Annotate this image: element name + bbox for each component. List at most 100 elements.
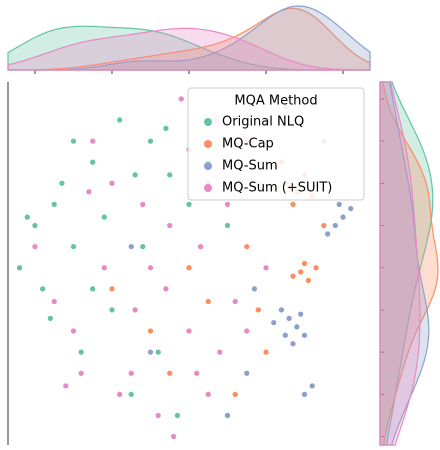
- point: [243, 369, 251, 377]
- point: [23, 213, 31, 221]
- point: [204, 298, 212, 305]
- point: [297, 310, 305, 318]
- point: [243, 243, 251, 250]
- point: [16, 264, 23, 272]
- point: [147, 327, 154, 335]
- point: [70, 243, 77, 250]
- top-kde: [8, 5, 371, 71]
- legend-marker: [204, 118, 212, 126]
- point: [243, 327, 251, 335]
- point: [47, 315, 54, 322]
- point: [320, 222, 328, 229]
- point: [127, 390, 135, 398]
- point: [308, 382, 316, 390]
- point: [204, 390, 212, 398]
- legend-label: MQ-Sum: [222, 159, 278, 174]
- point: [89, 285, 97, 293]
- point: [262, 348, 270, 356]
- point: [185, 201, 193, 208]
- point: [289, 340, 297, 348]
- point: [224, 222, 231, 229]
- point: [231, 298, 239, 305]
- right-kde: [379, 81, 434, 446]
- point: [154, 412, 162, 419]
- point: [231, 390, 239, 398]
- point: [224, 412, 231, 419]
- point: [139, 201, 147, 208]
- point: [31, 243, 39, 250]
- point: [185, 327, 193, 335]
- legend-marker: [204, 184, 212, 192]
- point: [335, 201, 343, 208]
- point: [301, 331, 308, 339]
- legend-title: MQA Method: [234, 94, 317, 109]
- point: [31, 222, 39, 229]
- legend-marker: [204, 162, 212, 170]
- right-kde: [379, 81, 421, 446]
- legend-marker: [204, 140, 212, 148]
- point: [305, 277, 312, 284]
- point: [89, 137, 97, 145]
- point: [147, 264, 154, 272]
- point: [70, 327, 77, 335]
- point: [139, 243, 147, 250]
- point: [58, 179, 66, 187]
- point: [254, 306, 262, 314]
- point: [285, 315, 293, 322]
- point: [339, 213, 347, 221]
- point: [131, 306, 139, 314]
- point: [297, 268, 305, 276]
- point: [281, 331, 289, 339]
- point: [100, 264, 108, 272]
- point: [177, 95, 185, 103]
- point: [166, 222, 174, 229]
- point: [70, 137, 77, 145]
- point: [50, 201, 58, 208]
- legend-label: MQ-Cap: [222, 137, 274, 152]
- point: [324, 230, 331, 238]
- point: [193, 369, 201, 377]
- point: [224, 201, 231, 208]
- top-kde: [8, 7, 371, 71]
- point: [85, 188, 93, 196]
- point: [312, 264, 320, 272]
- point: [185, 264, 193, 272]
- top-kde: [7, 27, 371, 71]
- point: [174, 412, 181, 419]
- point: [331, 222, 339, 229]
- point: [89, 158, 97, 166]
- point: [154, 348, 162, 356]
- point: [108, 285, 116, 293]
- point: [77, 348, 85, 356]
- point: [108, 306, 116, 314]
- point: [162, 285, 170, 293]
- point: [50, 298, 58, 305]
- point: [262, 264, 270, 272]
- legend-box: [187, 87, 365, 201]
- point: [147, 137, 154, 145]
- point: [39, 285, 47, 293]
- point: [251, 285, 258, 293]
- legend-label: MQ-Sum (+SUIT): [222, 181, 332, 196]
- point: [77, 369, 85, 377]
- point: [127, 243, 135, 250]
- point: [108, 179, 116, 187]
- point: [278, 306, 285, 314]
- plot-layer: [7, 5, 439, 446]
- point: [293, 323, 301, 331]
- point: [301, 390, 308, 398]
- point: [127, 369, 135, 377]
- point: [170, 433, 177, 440]
- point: [216, 348, 224, 356]
- point: [270, 319, 278, 326]
- point: [166, 171, 174, 179]
- legend-label: Original NLQ: [222, 115, 304, 130]
- point: [162, 125, 170, 132]
- point: [62, 382, 70, 390]
- point: [116, 390, 124, 398]
- point: [166, 369, 174, 377]
- point: [116, 116, 124, 124]
- point: [347, 205, 355, 212]
- point: [100, 213, 108, 221]
